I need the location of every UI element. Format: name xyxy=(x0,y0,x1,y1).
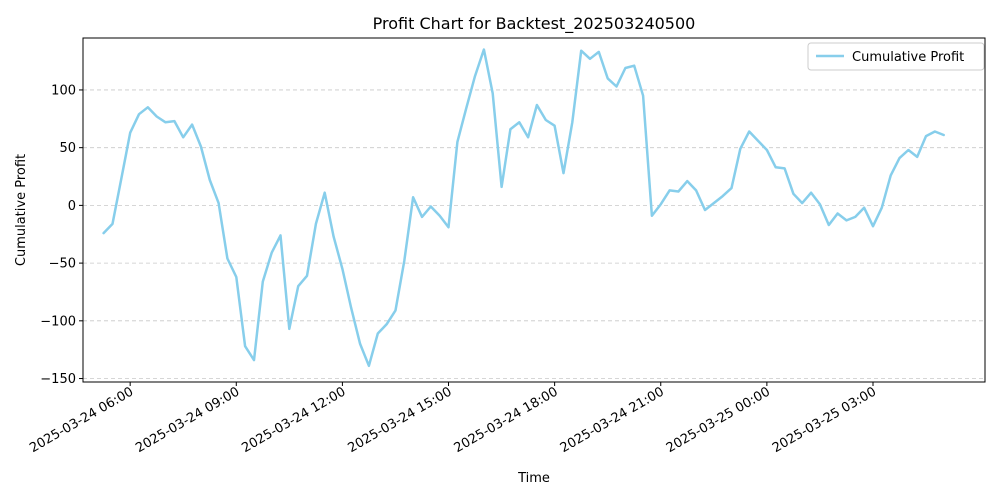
y-tick-label: 100 xyxy=(51,83,76,98)
y-tick-label: −150 xyxy=(40,372,76,387)
x-tick-label: 2025-03-24 18:00 xyxy=(452,384,561,456)
x-tick-label: 2025-03-25 00:00 xyxy=(664,384,773,456)
x-tick-label: 2025-03-24 15:00 xyxy=(346,384,455,456)
y-axis: −150 −100 −50 0 50 100 xyxy=(40,83,83,387)
y-tick-label: −100 xyxy=(40,314,76,329)
x-tick-label: 2025-03-25 03:00 xyxy=(770,384,879,456)
plot-area-frame xyxy=(82,37,986,383)
series-layer xyxy=(102,48,945,368)
x-tick-label: 2025-03-24 09:00 xyxy=(133,384,242,456)
series-line-cumulative-profit xyxy=(102,48,945,368)
legend: Cumulative Profit xyxy=(807,42,985,71)
y-grid-lines xyxy=(83,89,985,379)
x-tick-label: 2025-03-24 06:00 xyxy=(27,384,136,456)
chart-title: Profit Chart for Backtest_202503240500 xyxy=(373,14,696,34)
y-axis-label: Cumulative Profit xyxy=(14,154,29,266)
y-tick-label: 50 xyxy=(59,141,76,156)
y-tick-label: −50 xyxy=(49,257,76,272)
x-tick-label: 2025-03-24 21:00 xyxy=(558,384,667,456)
x-axis-label: Time xyxy=(517,471,550,486)
x-tick-label: 2025-03-24 12:00 xyxy=(239,384,348,456)
legend-label: Cumulative Profit xyxy=(852,50,964,65)
legend-box xyxy=(807,42,985,71)
y-tick-label: 0 xyxy=(68,199,76,214)
